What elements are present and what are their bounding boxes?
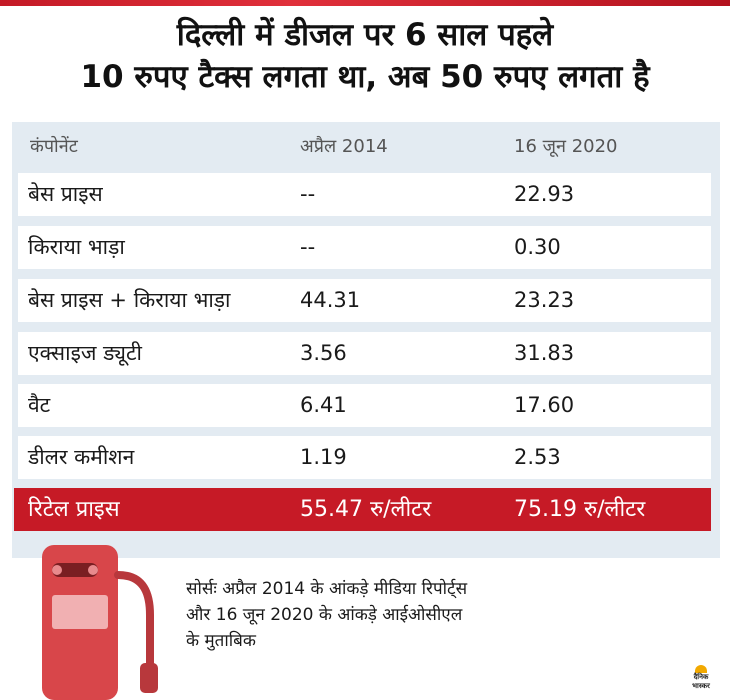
retail-price-row: रिटेल प्राइस 55.47 रु/लीटर 75.19 रु/लीटर [14,488,711,531]
column-header-component: कंपोनेंट [30,136,78,157]
component-cell: बेस प्राइस [28,182,103,206]
june-2020-cell: 2.53 [514,445,561,469]
source-note: सोर्सः अप्रैल 2014 के आंकड़े मीडिया रिपो… [186,576,606,654]
table-row: एक्साइज ड्यूटी 3.56 31.83 [18,332,711,375]
component-cell: डीलर कमीशन [28,445,135,469]
top-red-strip [0,0,730,6]
column-header-june-2020: 16 जून 2020 [514,136,618,157]
headline: दिल्ली में डीजल पर 6 साल पहले 10 रुपए टै… [0,14,730,114]
table-row: बेस प्राइस + किराया भाड़ा 44.31 23.23 [18,279,711,322]
dainik-bhaskar-logo: दैनिक भास्कर [683,665,719,693]
sun-icon [695,665,707,673]
april-2014-cell: 6.41 [300,393,347,417]
june-2020-cell: 22.93 [514,182,575,206]
table-row: किराया भाड़ा -- 0.30 [18,226,711,269]
headline-line-1: दिल्ली में डीजल पर 6 साल पहले [176,17,554,53]
table-row: वैट 6.41 17.60 [18,384,711,427]
retail-price-2020: 75.19 रु/लीटर [514,497,646,522]
component-cell: एक्साइज ड्यूटी [28,341,142,365]
fuel-pump-icon [42,545,158,700]
april-2014-cell: 44.31 [300,288,361,312]
june-2020-cell: 31.83 [514,341,575,365]
june-2020-cell: 17.60 [514,393,575,417]
june-2020-cell: 0.30 [514,235,561,259]
logo-text: दैनिक भास्कर [683,673,719,691]
logo-line-1: दैनिक [693,673,709,681]
component-cell: वैट [28,393,51,417]
june-2020-cell: 23.23 [514,288,575,312]
april-2014-cell: -- [300,235,316,259]
source-line-1: सोर्सः अप्रैल 2014 के आंकड़े मीडिया रिपो… [186,579,468,599]
table-row: डीलर कमीशन 1.19 2.53 [18,436,711,479]
logo-line-2: भास्कर [692,682,710,690]
component-cell: किराया भाड़ा [28,235,125,259]
retail-price-2014: 55.47 रु/लीटर [300,497,432,522]
april-2014-cell: 1.19 [300,445,347,469]
component-cell: बेस प्राइस + किराया भाड़ा [28,288,231,312]
source-line-2: और 16 जून 2020 के आंकड़े आईओसीएल [186,605,463,625]
april-2014-cell: -- [300,182,316,206]
source-line-3: के मुताबिक [186,631,256,651]
column-header-april-2014: अप्रैल 2014 [300,136,388,157]
headline-line-2: 10 रुपए टैक्स लगता था, अब 50 रुपए लगता ह… [80,59,650,95]
table-row: बेस प्राइस -- 22.93 [18,173,711,216]
april-2014-cell: 3.56 [300,341,347,365]
retail-price-label: रिटेल प्राइस [28,497,120,522]
